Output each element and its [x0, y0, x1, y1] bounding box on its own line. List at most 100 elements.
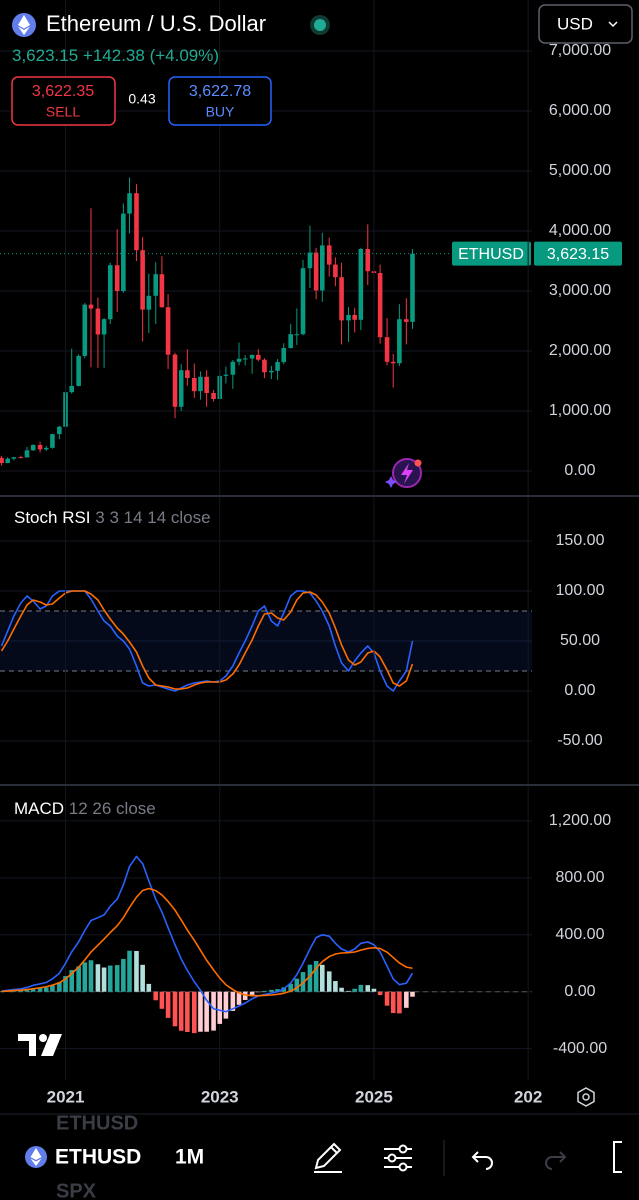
spark-dot — [414, 459, 422, 467]
buy-button[interactable]: 3,622.78 BUY — [168, 76, 272, 126]
candle-body — [307, 252, 313, 269]
candle-body — [242, 358, 248, 360]
histogram-bar — [339, 987, 344, 992]
histogram-bar — [178, 991, 184, 1031]
x-tick-label: 2025 — [355, 1087, 393, 1106]
currency-dropdown[interactable]: USD — [538, 4, 633, 44]
currency-box[interactable] — [538, 4, 633, 44]
histogram-bar — [50, 985, 55, 992]
candle-body — [178, 370, 184, 407]
histogram-bar — [223, 991, 229, 1019]
candle-body — [262, 359, 267, 373]
histogram-bar — [146, 983, 152, 992]
histogram-bar — [236, 991, 242, 1005]
ghost-symbol: ETHUSD — [56, 1112, 138, 1134]
sell-box[interactable] — [11, 76, 116, 126]
histogram-bar — [326, 971, 332, 992]
last-price: 3,623.15 — [12, 46, 78, 65]
pencil-icon[interactable] — [314, 1142, 342, 1170]
histogram-bar — [230, 991, 236, 1011]
price-label: 3,623.15 — [547, 246, 609, 263]
slider-knob — [398, 1162, 408, 1172]
x-tick-label: 2023 — [201, 1087, 239, 1106]
histogram-bar — [307, 964, 313, 992]
candle-body — [281, 348, 287, 363]
symbol-button[interactable]: ETHUSD — [25, 1146, 141, 1169]
candle-body — [43, 447, 49, 450]
band-fill — [0, 611, 532, 671]
candle-body — [114, 265, 120, 291]
draw-button[interactable] — [314, 1142, 342, 1173]
stoch-legend: Stoch RSI 3 3 14 14 close — [14, 508, 211, 527]
histogram-bar — [107, 965, 113, 992]
histogram-bar — [352, 988, 357, 992]
candle-body — [24, 450, 30, 458]
histogram-bar — [269, 989, 274, 992]
y-tick-label: 800.00 — [556, 869, 605, 886]
tv-logo-part — [41, 1034, 62, 1056]
histogram-bar — [211, 991, 216, 1031]
interval-button[interactable]: 1M — [175, 1146, 204, 1169]
y-tick-label: 100.00 — [556, 582, 605, 599]
histogram-bar — [397, 991, 402, 1014]
y-tick-label: 5,000.00 — [549, 162, 611, 179]
histogram-bar — [377, 991, 383, 996]
candle-body — [319, 245, 325, 291]
candle-body — [191, 378, 197, 392]
candle-body — [313, 252, 319, 291]
histogram-bar — [404, 991, 409, 1008]
undo-button[interactable] — [471, 1151, 493, 1170]
spread: 0.43 — [128, 91, 155, 107]
slider-knob — [398, 1144, 408, 1154]
histogram-bar — [101, 967, 107, 992]
histogram-bar — [82, 962, 88, 992]
candle-body — [269, 370, 274, 373]
toolbar: ETHUSD SPX ETHUSD 1M — [0, 1112, 639, 1200]
indicator-name: MACD — [14, 799, 64, 818]
histogram-bar — [43, 987, 49, 992]
redo-button[interactable] — [545, 1151, 567, 1170]
candle-body — [384, 337, 390, 362]
price-label-box — [534, 241, 622, 266]
y-tick-label: 1,200.00 — [549, 812, 611, 829]
sell-button[interactable]: 3,622.35 SELL — [11, 76, 116, 126]
y-tick-label: -400.00 — [553, 1040, 607, 1057]
tv-logo-part — [39, 1034, 47, 1042]
candle-body — [249, 354, 255, 359]
candle-body — [352, 315, 357, 320]
histogram-bar — [371, 988, 377, 992]
x-tick-label: 202 — [514, 1087, 542, 1106]
y-tick-label: 4,000.00 — [549, 222, 611, 239]
indicators-button[interactable] — [384, 1144, 412, 1172]
histogram-bar — [95, 964, 101, 992]
histogram-bar — [255, 991, 261, 993]
candle-body — [211, 393, 216, 399]
buy-box[interactable] — [168, 76, 272, 126]
histogram-bar — [37, 987, 43, 992]
fullscreen-button[interactable] — [613, 1141, 622, 1173]
settings-hex[interactable] — [577, 1087, 595, 1107]
symbol[interactable]: ETHUSD — [55, 1146, 141, 1169]
histogram-bar — [24, 989, 30, 992]
histogram-bar — [249, 991, 255, 995]
histogram-bar — [294, 978, 300, 992]
candle-body — [50, 434, 55, 448]
candle-body — [88, 304, 94, 309]
histogram-bar — [217, 991, 223, 1024]
histogram-bar — [165, 991, 171, 1018]
candle-body — [95, 308, 101, 335]
candle-body — [326, 245, 332, 265]
histogram-bar — [159, 991, 165, 1009]
candle-body — [69, 385, 75, 393]
histogram-bar — [204, 991, 209, 1032]
spark-star — [385, 476, 397, 488]
histogram-bar — [358, 984, 364, 992]
candle-body — [397, 319, 402, 364]
chevron-icon — [608, 21, 618, 28]
histogram-bar — [242, 991, 248, 1000]
symbol-title: Ethereum / U.S. Dollar — [46, 11, 266, 36]
y-tick-label: 0.00 — [564, 983, 595, 1000]
candle-body — [165, 307, 171, 355]
histogram-bar — [333, 981, 338, 992]
settings-icon[interactable] — [577, 1087, 595, 1107]
